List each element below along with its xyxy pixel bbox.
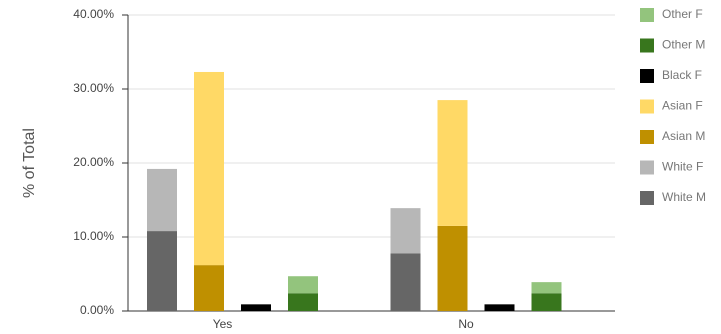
y-tick-label: 30.00% — [73, 81, 114, 95]
legend-label: White M — [662, 190, 706, 204]
legend-swatch — [640, 191, 654, 205]
y-tick-label: 20.00% — [73, 155, 114, 169]
legend-label: Other F — [662, 7, 703, 21]
x-tick-label: Yes — [213, 317, 233, 331]
y-tick-label: 10.00% — [73, 229, 114, 243]
legend-swatch — [640, 38, 654, 53]
legend-swatch — [640, 69, 654, 83]
y-axis-label: % of Total — [21, 128, 38, 198]
legend-label: Other M — [662, 38, 705, 52]
legend-swatch — [640, 130, 654, 144]
bar-segment — [288, 276, 318, 294]
bar-segment — [147, 231, 177, 311]
bar-segment — [437, 100, 468, 226]
bar-segment — [531, 293, 562, 311]
bar-segment — [147, 168, 177, 232]
bar-segment — [437, 225, 468, 311]
bar-segment — [531, 282, 562, 294]
y-tick-label: 40.00% — [73, 7, 114, 21]
bar-segment — [484, 304, 515, 311]
y-tick-label: 0.00% — [80, 303, 114, 317]
bar-segment — [390, 208, 421, 254]
bar-segment — [194, 71, 224, 266]
legend-label: Black F — [662, 68, 702, 82]
legend-swatch — [640, 99, 654, 114]
legend-label: Asian M — [662, 129, 705, 143]
bar-segment — [241, 304, 271, 311]
bar-segment — [288, 293, 318, 311]
legend-swatch — [640, 160, 654, 175]
legend-swatch — [640, 8, 654, 22]
bar-segment — [390, 253, 421, 311]
bar-segment — [194, 265, 224, 311]
legend-label: White F — [662, 160, 703, 174]
legend-label: Asian F — [662, 99, 703, 113]
x-tick-label: No — [458, 317, 474, 331]
